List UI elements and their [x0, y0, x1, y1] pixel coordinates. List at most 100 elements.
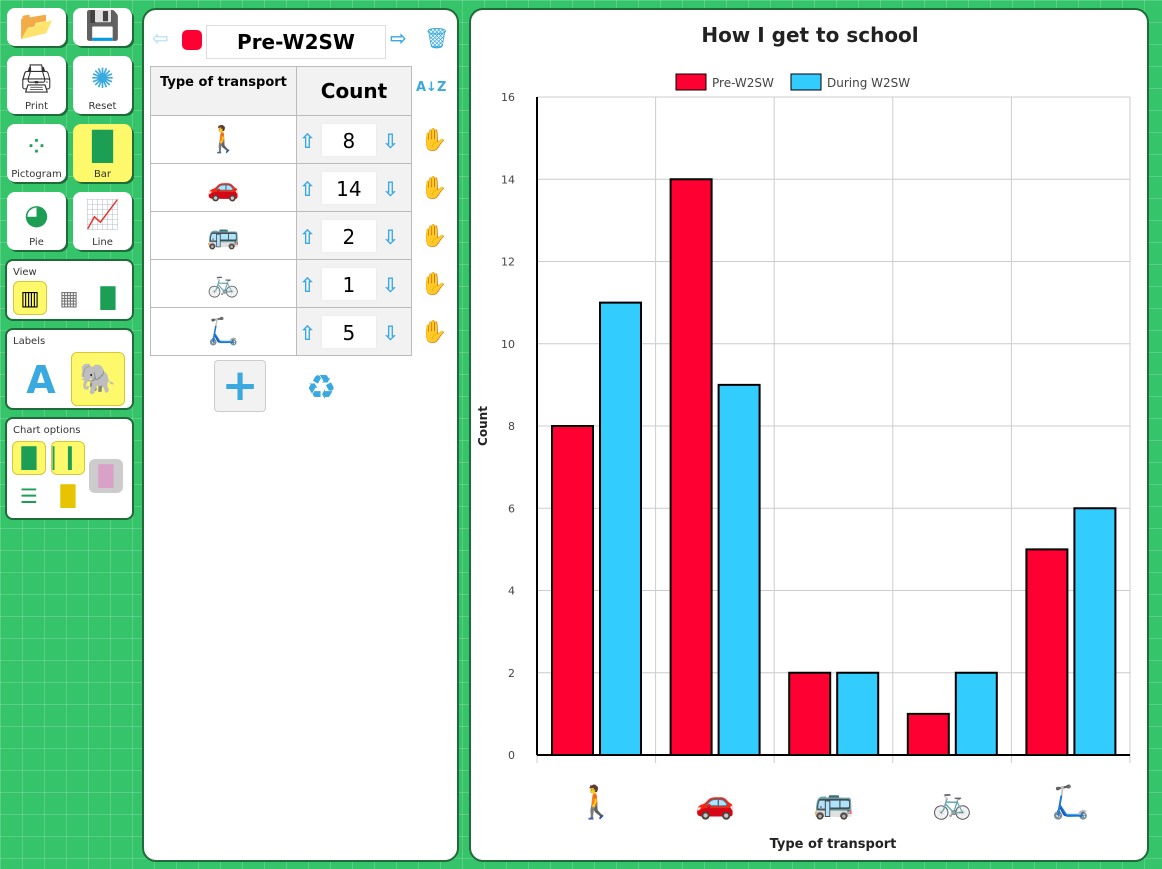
view-table-button[interactable]: ▦ — [52, 281, 86, 315]
pictogram-button[interactable]: ⁘ Pictogram — [7, 124, 66, 182]
horizontal-bar-option[interactable]: ☰ — [12, 479, 46, 513]
scooter-icon: 🛴 — [1051, 783, 1091, 821]
decrement-arrow-icon[interactable]: ⇩ — [381, 272, 399, 297]
save-disk-icon: 💾 — [85, 9, 120, 42]
bar-during-w2sw — [599, 301, 642, 756]
y-tick-label: 0 — [508, 749, 515, 762]
increment-arrow-icon[interactable]: ⇧ — [299, 224, 316, 249]
sort-az-icon[interactable]: A↓Z — [416, 80, 447, 95]
chart-options-group: Chart options ▐▌ ▏▎ ▐▌ ☰ ▐▌ — [5, 417, 134, 520]
bar-during-w2sw — [717, 383, 761, 756]
bar-pre-w2sw — [669, 178, 713, 756]
y-tick-label: 6 — [508, 502, 515, 515]
y-tick-label: 10 — [501, 338, 515, 351]
labels-group: Labels A 🐘 — [5, 328, 134, 410]
legend-swatch — [790, 73, 822, 91]
table-row: 🚌 ⇧ 2 ⇩ — [150, 211, 412, 260]
bar-label: Bar — [93, 169, 112, 180]
bar-during-w2sw — [1073, 507, 1117, 756]
open-folder-icon: 📂 — [19, 9, 54, 42]
drag-handle-icon[interactable]: ✋ — [420, 128, 448, 153]
y-axis-label: Count — [476, 406, 490, 446]
pictogram-icon: ⁘ — [24, 129, 49, 163]
y-tick-label: 8 — [508, 420, 515, 433]
count-input[interactable]: 8 — [320, 122, 377, 157]
printer-icon: 🖨 — [18, 61, 55, 95]
grouped-bar-icon: ▐▌ — [13, 446, 45, 470]
transport-cell: 🚗 — [150, 163, 297, 212]
bar-pre-w2sw — [1025, 548, 1069, 756]
open-button[interactable]: 📂 — [7, 8, 66, 46]
bicycle-icon: 🚲 — [207, 268, 240, 299]
labels-title: Labels — [13, 336, 46, 347]
dataset-name-input[interactable]: Pre-W2SW — [206, 25, 386, 59]
chart-icon: ▐▌ — [92, 286, 124, 310]
data-panel: ⇦ Pre-W2SW ⇨ 🗑 Type of transport Count 🚶 … — [142, 8, 459, 862]
chart-title: How I get to school — [701, 23, 918, 47]
column-header-type: Type of transport — [150, 66, 297, 116]
print-label: Print — [24, 101, 48, 112]
y-tick-label: 16 — [501, 91, 515, 104]
dataset-color-swatch[interactable] — [182, 30, 202, 50]
table-row: 🚲 ⇧ 1 ⇩ — [150, 259, 412, 308]
decrement-arrow-icon[interactable]: ⇩ — [381, 128, 399, 153]
picture-labels-button[interactable]: 🐘 — [71, 352, 125, 406]
view-group: View ▥ ▦ ▐▌ — [5, 259, 134, 321]
save-button[interactable]: 💾 — [73, 8, 132, 46]
count-input[interactable]: 14 — [320, 170, 377, 205]
pie-label: Pie — [29, 237, 44, 248]
thin-bar-option[interactable]: ▏▎ — [51, 441, 85, 475]
increment-arrow-icon[interactable]: ⇧ — [299, 320, 316, 345]
column-header-count: Count — [296, 66, 412, 116]
drag-handle-icon[interactable]: ✋ — [420, 176, 448, 201]
drag-handle-icon[interactable]: ✋ — [420, 272, 448, 297]
increment-arrow-icon[interactable]: ⇧ — [299, 128, 316, 153]
pictogram-bar-option: ▐▌ — [89, 459, 123, 493]
pie-chart-icon: ◕ — [24, 197, 49, 231]
legend-swatch — [675, 73, 707, 91]
reset-burst-icon: ✺ — [90, 61, 115, 95]
bar-button[interactable]: ▐▌ Bar — [73, 124, 132, 182]
count-input[interactable]: 1 — [320, 266, 377, 301]
decrement-arrow-icon[interactable]: ⇩ — [381, 224, 399, 249]
bar-pre-w2sw — [551, 425, 594, 756]
table-row: 🚗 ⇧ 14 ⇩ — [150, 163, 412, 212]
reset-button[interactable]: ✺ Reset — [73, 56, 132, 114]
add-row-button[interactable]: + — [214, 360, 266, 412]
y-tick-label: 14 — [501, 173, 515, 186]
chart-panel: How I get to school 0 2 4 6 8 10 12 14 16 🚶 🚗 🚌 🚲 🛴 Typ… — [469, 8, 1149, 862]
table-row: 🛴 ⇧ 5 ⇩ — [150, 307, 412, 356]
elephant-icon: 🐘 — [79, 361, 117, 397]
count-input[interactable]: 5 — [320, 314, 377, 349]
increment-arrow-icon[interactable]: ⇧ — [299, 176, 316, 201]
increment-arrow-icon[interactable]: ⇧ — [299, 272, 316, 297]
table-chart-icon: ▥ — [20, 286, 40, 310]
chart-options-title: Chart options — [13, 425, 81, 436]
previous-dataset-arrow-icon[interactable]: ⇦ — [152, 26, 169, 50]
view-table-chart-button[interactable]: ▥ — [13, 281, 47, 315]
view-chart-button[interactable]: ▐▌ — [91, 281, 125, 315]
decrement-arrow-icon[interactable]: ⇩ — [381, 176, 399, 201]
print-button[interactable]: 🖨 Print — [7, 56, 66, 114]
line-button[interactable]: 📈 Line — [73, 192, 132, 250]
recycle-icon[interactable]: ♻ — [306, 368, 337, 408]
legend-label: Pre-W2SW — [712, 76, 774, 90]
bus-icon: 🚌 — [814, 783, 854, 821]
drag-handle-icon[interactable]: ✋ — [420, 320, 448, 345]
next-dataset-arrow-icon[interactable]: ⇨ — [390, 26, 407, 50]
transport-cell: 🚌 — [150, 211, 297, 260]
grouped-bar-option[interactable]: ▐▌ — [12, 441, 46, 475]
count-input[interactable]: 2 — [320, 218, 377, 253]
pictogram-label: Pictogram — [11, 169, 62, 180]
thin-bar-icon: ▏▎ — [52, 446, 84, 470]
drag-handle-icon[interactable]: ✋ — [420, 224, 448, 249]
line-chart-icon: 📈 — [85, 197, 120, 231]
stacked-bar-option[interactable]: ▐▌ — [51, 479, 85, 513]
table-icon: ▦ — [59, 286, 79, 310]
decrement-arrow-icon[interactable]: ⇩ — [381, 320, 399, 345]
text-labels-button[interactable]: A — [17, 356, 65, 404]
pie-button[interactable]: ◕ Pie — [7, 192, 66, 250]
stacked-bar-icon: ▐▌ — [52, 484, 84, 508]
recycle-bin-icon[interactable]: 🗑 — [424, 26, 450, 50]
bar-pre-w2sw — [788, 671, 832, 756]
